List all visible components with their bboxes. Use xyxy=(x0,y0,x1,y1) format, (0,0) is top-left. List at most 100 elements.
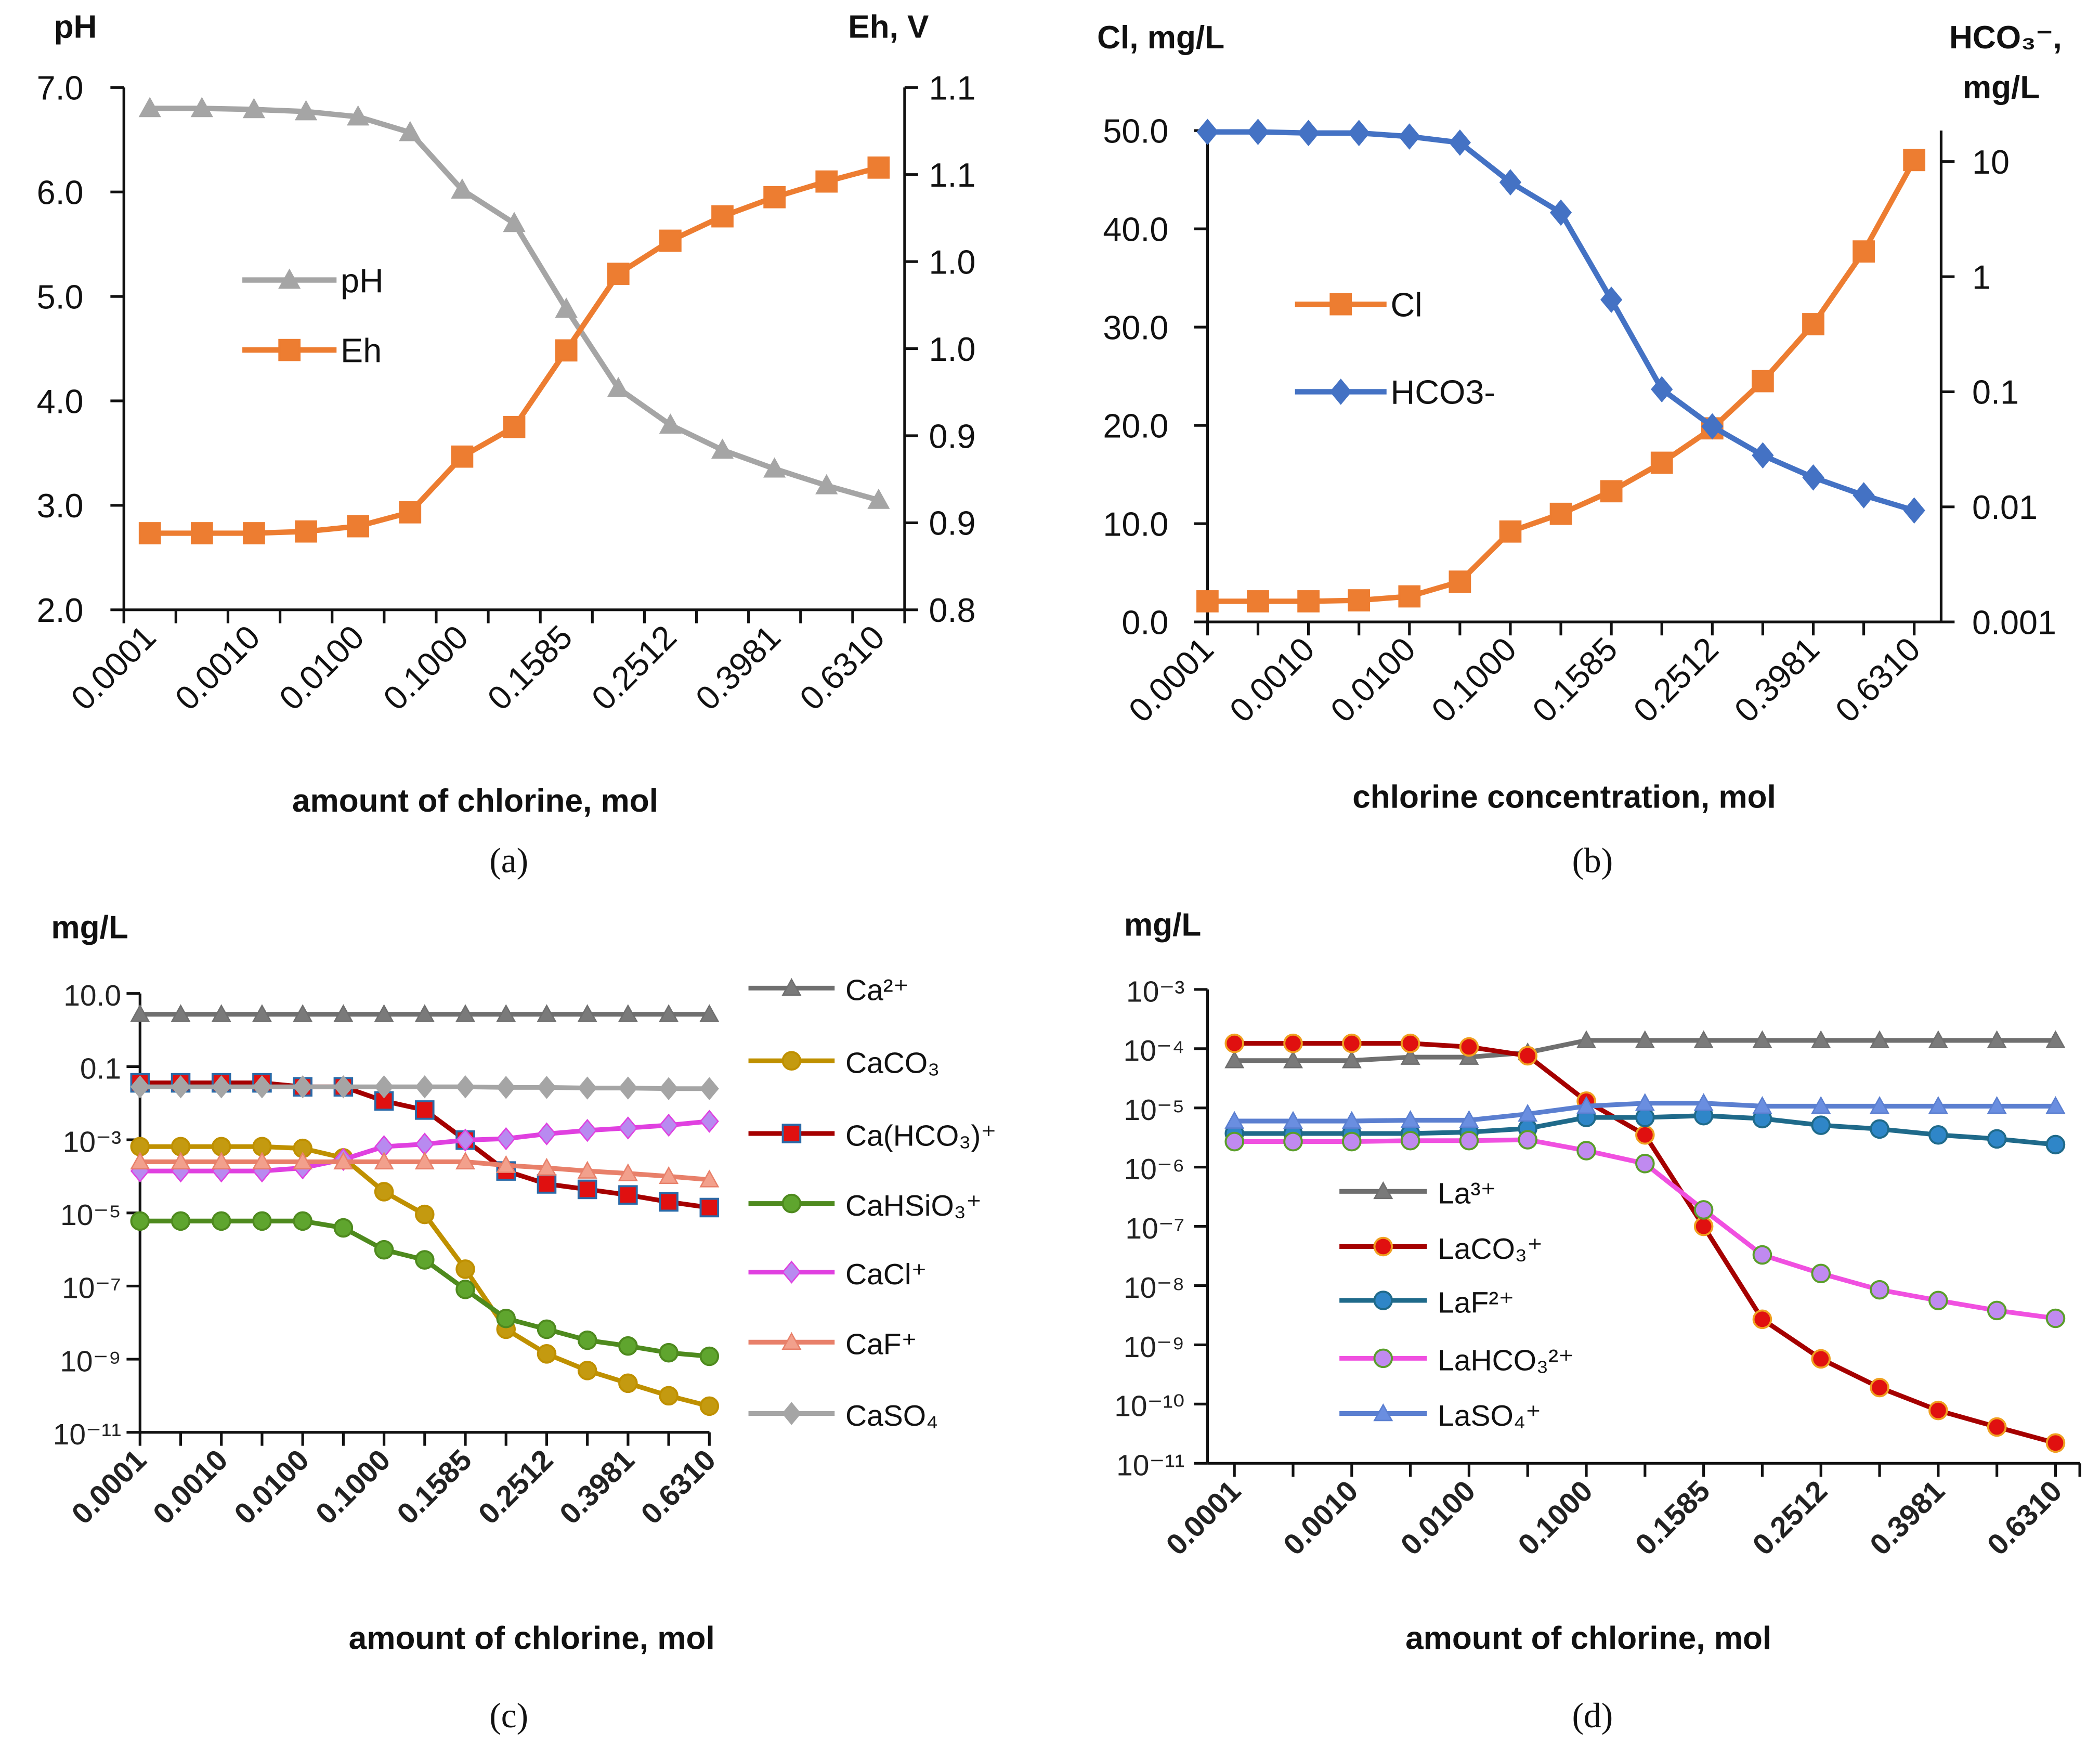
data-point-marker xyxy=(659,1166,679,1184)
legend-marker xyxy=(781,978,802,996)
y-axis-title: Cl, mg/L xyxy=(1097,20,1224,56)
data-point-marker xyxy=(1398,123,1420,150)
x-tick-label: 0.6310 xyxy=(635,1443,722,1531)
data-point-marker xyxy=(2045,1308,2066,1328)
y-tick-label: 0.1 xyxy=(80,1052,121,1086)
x-tick-label: 0.3981 xyxy=(553,1443,641,1531)
data-point-marker xyxy=(415,1100,435,1120)
data-point-marker xyxy=(578,1118,597,1142)
data-point-marker xyxy=(252,1075,272,1099)
data-point-marker xyxy=(496,1155,516,1173)
data-point-marker xyxy=(503,415,526,438)
data-point-marker xyxy=(1701,413,1724,440)
data-point-marker xyxy=(1342,1131,1362,1152)
x-axis-title: amount of chlorine, mol xyxy=(1405,1621,1771,1657)
y-tick-label: 30.0 xyxy=(1103,308,1168,346)
data-point-marker xyxy=(1635,1030,1655,1048)
y-tick-label: 10⁻³ xyxy=(1126,975,1184,1008)
data-point-marker xyxy=(1196,119,1219,145)
data-point-marker xyxy=(1870,1280,1889,1300)
data-point-marker xyxy=(659,1343,679,1363)
legend-label: CaF⁺ xyxy=(845,1328,917,1361)
series-la: La³⁺ xyxy=(1224,1030,2066,1210)
data-point-marker xyxy=(2045,1096,2066,1114)
y-right-axis-title: Eh, V xyxy=(848,9,929,45)
data-point-marker xyxy=(763,457,786,478)
data-point-marker xyxy=(455,1280,475,1299)
data-point-marker xyxy=(451,178,474,199)
series-lahco: LaHCO₃²⁺ xyxy=(1224,1130,2066,1377)
y-tick-label: 10⁻⁹ xyxy=(60,1345,121,1378)
data-point-marker xyxy=(451,445,474,468)
series-cahsio: CaHSiO₃⁺ xyxy=(130,1189,982,1366)
data-point-marker xyxy=(555,297,578,318)
data-point-marker xyxy=(659,1077,679,1100)
y-right-tick-label: 0.8 xyxy=(929,591,975,629)
data-point-marker xyxy=(1400,1130,1420,1151)
legend-marker xyxy=(781,1124,802,1143)
x-tick-label: 0.3981 xyxy=(1727,630,1827,729)
data-point-marker xyxy=(577,1361,597,1380)
x-tick-label: 0.0100 xyxy=(1323,630,1423,729)
data-point-marker xyxy=(577,1330,597,1350)
data-point-marker xyxy=(711,205,734,228)
data-point-marker xyxy=(1459,1110,1479,1128)
data-point-marker xyxy=(211,1151,231,1170)
data-point-marker xyxy=(699,1004,720,1022)
data-point-marker xyxy=(171,1004,191,1022)
x-tick-label: 0.0010 xyxy=(147,1443,234,1531)
x-tick-label: 0.2512 xyxy=(1626,630,1726,729)
data-point-marker xyxy=(415,1075,435,1099)
legend-marker xyxy=(781,1402,801,1425)
data-point-marker xyxy=(130,1211,150,1231)
panel-caption: (d) xyxy=(1572,1696,1613,1735)
data-point-marker xyxy=(1928,1291,1948,1311)
data-point-marker xyxy=(1400,1110,1420,1128)
data-point-marker xyxy=(138,97,161,118)
data-point-marker xyxy=(252,1151,272,1170)
y-right-tick-label: 1 xyxy=(1972,258,1991,296)
y-tick-label: 7.0 xyxy=(37,69,84,107)
data-point-marker xyxy=(1987,1129,2007,1149)
data-point-marker xyxy=(1549,502,1572,525)
x-axis-title: chlorine concentration, mol xyxy=(1352,779,1776,815)
data-point-marker xyxy=(555,339,578,362)
legend-label: Ca(HCO₃)⁺ xyxy=(845,1119,996,1152)
data-point-marker xyxy=(1635,1093,1655,1111)
y-right-axis-title: mg/L xyxy=(1963,70,2040,106)
data-point-marker xyxy=(1549,199,1572,226)
data-point-marker xyxy=(455,1128,475,1152)
panel-caption: (a) xyxy=(489,841,528,880)
data-point-marker xyxy=(1400,1033,1420,1053)
data-point-marker xyxy=(1398,585,1421,608)
data-point-marker xyxy=(1576,1096,1597,1114)
data-point-marker xyxy=(1576,1141,1596,1161)
data-point-marker xyxy=(1811,1115,1831,1135)
y-tick-label: 3.0 xyxy=(37,487,84,525)
x-tick-label: 0.3981 xyxy=(1863,1474,1951,1561)
data-point-marker xyxy=(618,1185,638,1205)
series-hco3: HCO3- xyxy=(1196,119,1925,524)
data-point-marker xyxy=(374,1004,394,1022)
panel-a-ph-eh-chart: 0.0001 0.0010 0.0100 0.1000 0.1585 0.2512 0.39… xyxy=(37,9,976,880)
data-point-marker xyxy=(347,105,370,126)
legend-marker xyxy=(781,1260,801,1284)
data-point-marker xyxy=(1297,120,1320,147)
data-point-marker xyxy=(455,1151,476,1170)
y-tick-label: 50.0 xyxy=(1103,112,1168,150)
data-point-marker xyxy=(1635,1154,1655,1174)
data-point-marker xyxy=(577,1004,597,1022)
data-point-marker xyxy=(1576,1030,1597,1048)
x-tick-label: 0.0100 xyxy=(228,1443,315,1531)
y-tick-label: 2.0 xyxy=(37,591,84,629)
data-point-marker xyxy=(1987,1096,2007,1114)
data-point-marker xyxy=(1903,149,1926,172)
data-point-marker xyxy=(1400,1047,1420,1065)
x-tick-label: 0.0001 xyxy=(66,1443,153,1531)
data-point-marker xyxy=(252,1004,272,1022)
y-tick-label: 4.0 xyxy=(37,382,84,420)
series-cacl: CaCl⁺ xyxy=(130,1110,927,1291)
y-tick-label: 10⁻⁶ xyxy=(1124,1153,1185,1186)
legend-marker xyxy=(781,1193,802,1214)
data-point-marker xyxy=(496,1004,516,1022)
